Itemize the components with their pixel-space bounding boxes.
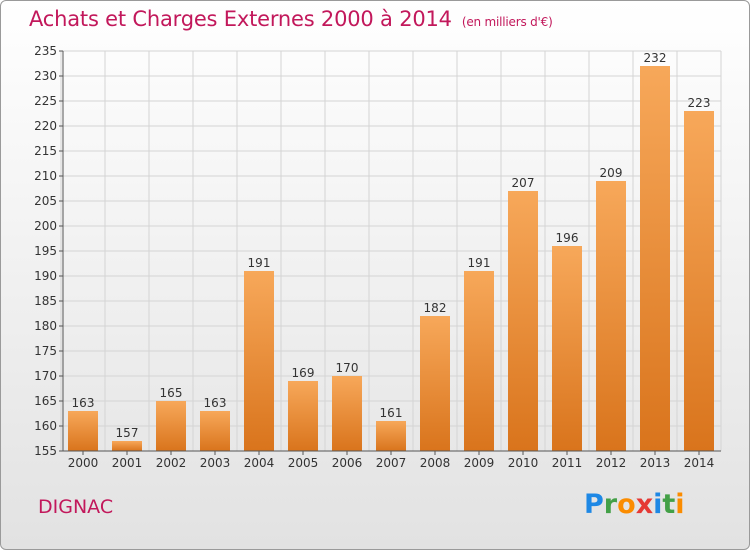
logo-letter: x (635, 489, 654, 520)
bar-value-label: 223 (688, 96, 711, 110)
bar-value-label: 191 (248, 256, 271, 270)
y-tick-label: 170 (34, 369, 57, 383)
x-tick-label: 2003 (200, 456, 231, 470)
bar-value-label: 161 (380, 406, 403, 420)
bar-value-label: 232 (644, 51, 667, 65)
y-tick-label: 205 (34, 194, 57, 208)
x-tick-label: 2010 (508, 456, 539, 470)
bar-value-label: 196 (556, 231, 579, 245)
axes: 155 160 165 170 175 180 185 190 195 200 205 210 215 2… (34, 44, 721, 470)
y-tick-label: 190 (34, 269, 57, 283)
bar-value-label: 169 (292, 366, 315, 380)
x-tick-label: 2001 (112, 456, 143, 470)
y-tick-label: 180 (34, 319, 57, 333)
x-tick-label: 2004 (244, 456, 275, 470)
logo-letter: i (653, 489, 663, 520)
bar (420, 316, 450, 451)
x-tick-label: 2005 (288, 456, 319, 470)
bar (464, 271, 494, 451)
bar-value-label: 170 (336, 361, 359, 375)
proxiti-logo: Proxiti (584, 489, 685, 520)
bar (244, 271, 274, 451)
bar (332, 376, 362, 451)
bar-value-label: 165 (160, 386, 183, 400)
chart-title: Achats et Charges Externes 2000 à 2014 (e… (29, 7, 553, 31)
y-tick-label: 175 (34, 344, 57, 358)
logo-letter: P (584, 489, 604, 520)
bar-value-label: 191 (468, 256, 491, 270)
bar (376, 421, 406, 451)
bar (200, 411, 230, 451)
logo-letter: r (603, 489, 618, 520)
bar-value-label: 163 (204, 396, 227, 410)
y-tick-label: 210 (34, 169, 57, 183)
y-tick-label: 235 (34, 44, 57, 58)
x-tick-label: 2013 (640, 456, 671, 470)
commune-name: DIGNAC (38, 496, 114, 518)
bar (640, 66, 670, 451)
bar-value-label: 207 (512, 176, 535, 190)
bar-value-label: 209 (600, 166, 623, 180)
x-tick-label: 2009 (464, 456, 495, 470)
y-tick-label: 195 (34, 244, 57, 258)
chart-title-text: Achats et Charges Externes 2000 à 2014 (29, 7, 452, 31)
logo-letter: t (662, 489, 676, 520)
y-tick-label: 155 (34, 444, 57, 458)
bar (508, 191, 538, 451)
x-tick-label: 2002 (156, 456, 187, 470)
bar (552, 246, 582, 451)
bar (288, 381, 318, 451)
bar (112, 441, 142, 451)
bar-value-label: 163 (72, 396, 95, 410)
x-tick-label: 2014 (684, 456, 715, 470)
y-tick-label: 160 (34, 419, 57, 433)
x-tick-label: 2011 (552, 456, 583, 470)
x-tick-label: 2012 (596, 456, 627, 470)
y-tick-label: 220 (34, 119, 57, 133)
y-tick-label: 215 (34, 144, 57, 158)
y-tick-label: 165 (34, 394, 57, 408)
bar (596, 181, 626, 451)
y-tick-label: 225 (34, 94, 57, 108)
x-tick-label: 2006 (332, 456, 363, 470)
x-tick-label: 2007 (376, 456, 407, 470)
bar-value-label: 182 (424, 301, 447, 315)
bar (684, 111, 714, 451)
x-tick-label: 2008 (420, 456, 451, 470)
bar-value-label: 157 (116, 426, 139, 440)
bar (68, 411, 98, 451)
bar (156, 401, 186, 451)
chart-subtitle: (en milliers d'€) (461, 15, 553, 29)
bars: 163 157 165 163 191 169 170 161 182 191 207 196 209 2… (68, 51, 714, 451)
y-tick-label: 185 (34, 294, 57, 308)
x-tick-label: 2000 (68, 456, 99, 470)
logo-letter: o (617, 489, 636, 520)
y-tick-label: 230 (34, 69, 57, 83)
y-tick-label: 200 (34, 219, 57, 233)
logo-letter: i (675, 489, 685, 520)
